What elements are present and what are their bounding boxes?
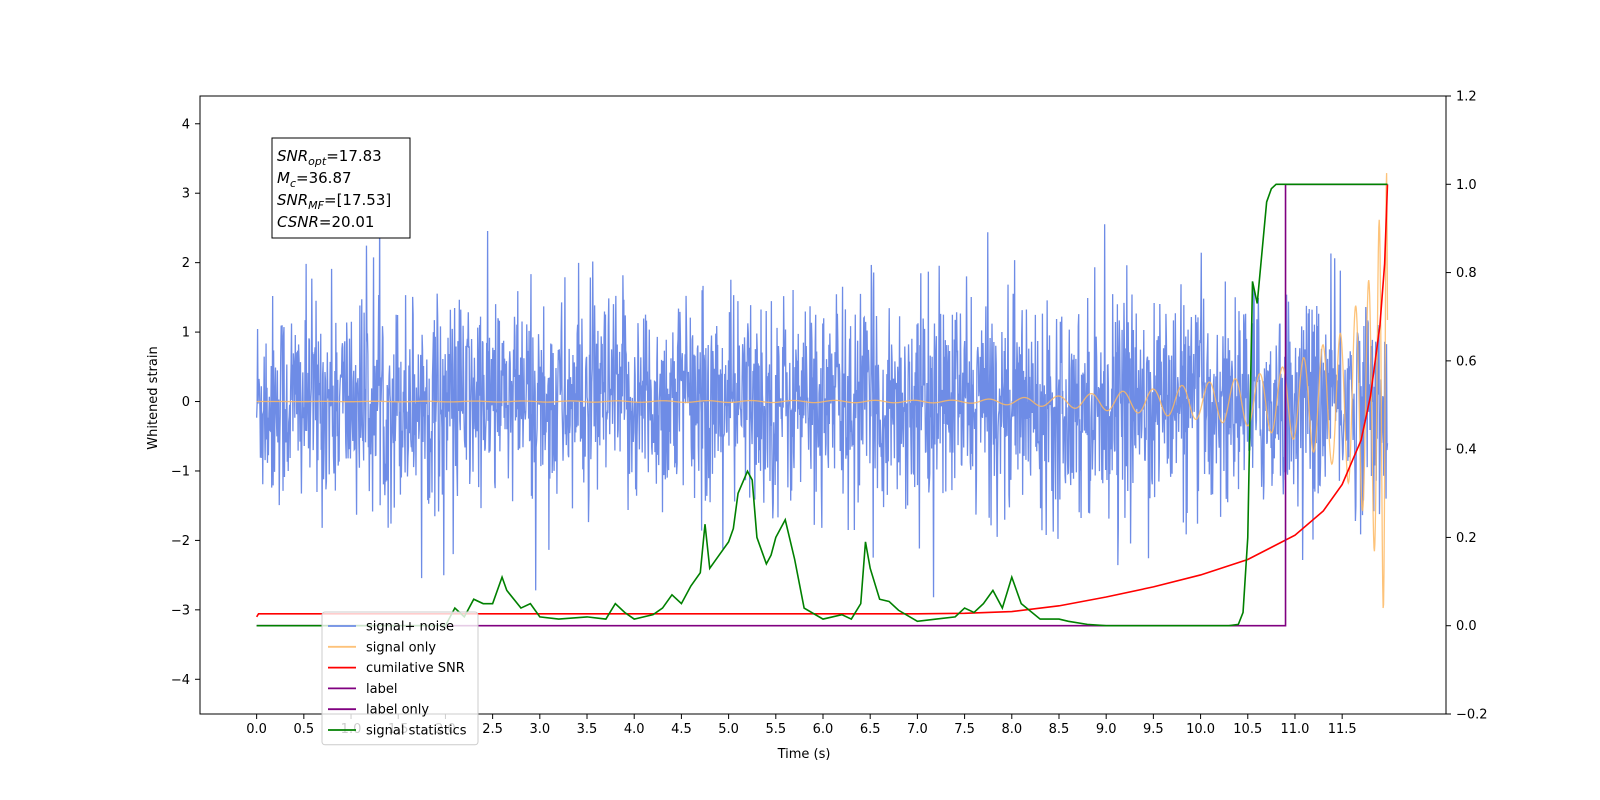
x-tick-label: 3.0 — [529, 722, 550, 737]
stat-subscript: c — [290, 177, 296, 190]
y2-tick-label: 1.2 — [1456, 90, 1477, 105]
x-tick-label: 8.5 — [1049, 722, 1070, 737]
stat-subscript: opt — [308, 155, 327, 168]
x-tick-label: 7.0 — [907, 722, 928, 737]
y-tick-label: 4 — [182, 117, 190, 132]
stat-symbol: SNR — [277, 191, 308, 209]
y-tick-label: −3 — [171, 603, 190, 618]
x-tick-label: 4.0 — [624, 722, 645, 737]
y-axis-left: −4 −3 −2 −1 0 1 2 3 4 — [171, 117, 200, 688]
stat-value: =[17.53] — [324, 191, 391, 209]
stat-value: =36.87 — [296, 169, 352, 187]
y-tick-label: −2 — [171, 534, 190, 549]
legend-label: signal+ noise — [366, 620, 454, 635]
series-line-signal-noise — [255, 203, 1389, 598]
stat-subscript: MF — [308, 199, 324, 212]
x-tick-label: 7.5 — [954, 722, 975, 737]
legend: signal+ noise signal only cumilative SNR la… — [321, 611, 479, 746]
y2-tick-label: 0.8 — [1456, 266, 1477, 281]
stat-value: =20.01 — [319, 213, 375, 231]
series-line-signal-statistics — [256, 183, 1388, 627]
x-tick-label: 6.0 — [813, 722, 834, 737]
y-tick-label: 1 — [182, 326, 190, 341]
stats-annotation-box: SNRopt=17.83Mc=36.87SNRMF=[17.53]CSNR=20… — [271, 137, 411, 239]
x-tick-label: 5.5 — [765, 722, 786, 737]
series-line-signal-only — [256, 173, 1389, 609]
x-axis-title: Time (s) — [777, 747, 831, 762]
x-tick-label: 10.0 — [1186, 722, 1215, 737]
stats-line: SNRMF=[17.53] — [277, 191, 391, 212]
y-tick-label: −1 — [171, 464, 190, 479]
series-line-cumilative-snr — [255, 184, 1389, 618]
y2-tick-label: 0.6 — [1456, 354, 1477, 369]
y-axis-right: −0.2 0.0 0.2 0.4 0.6 0.8 1.0 1.2 — [1446, 90, 1488, 723]
y-tick-label: −4 — [171, 673, 190, 688]
y-tick-label: 3 — [182, 187, 190, 202]
x-tick-label: 11.0 — [1280, 722, 1309, 737]
legend-label: signal only — [366, 640, 436, 655]
x-tick-label: 6.5 — [860, 722, 881, 737]
x-tick-label: 8.0 — [1001, 722, 1022, 737]
y2-tick-label: 1.0 — [1456, 178, 1477, 193]
x-tick-label: 4.5 — [671, 722, 692, 737]
stat-symbol: M — [277, 169, 290, 187]
series-layer — [255, 173, 1389, 627]
stats-box-frame — [271, 137, 411, 239]
y2-tick-label: 0.4 — [1456, 443, 1477, 458]
legend-frame — [321, 611, 479, 746]
stats-line: CSNR=20.01 — [277, 213, 374, 231]
y-axis-title: Whitened strain — [146, 346, 161, 449]
stat-symbol: SNR — [277, 147, 308, 165]
y2-tick-label: −0.2 — [1456, 708, 1488, 723]
x-tick-label: 11.5 — [1328, 722, 1357, 737]
stat-value: =17.83 — [326, 147, 382, 165]
stat-symbol: CSNR — [277, 213, 319, 231]
x-tick-label: 3.5 — [577, 722, 598, 737]
stats-line: Mc=36.87 — [277, 169, 352, 190]
y2-tick-label: 0.2 — [1456, 531, 1477, 546]
x-tick-label: 9.5 — [1143, 722, 1164, 737]
y2-tick-label: 0.0 — [1456, 619, 1477, 634]
x-tick-label: 0.0 — [246, 722, 267, 737]
legend-label: label only — [366, 703, 429, 718]
y-tick-label: 0 — [182, 395, 190, 410]
legend-label: cumilative SNR — [366, 661, 465, 676]
x-tick-label: 5.0 — [718, 722, 739, 737]
x-tick-label: 10.5 — [1233, 722, 1262, 737]
y-tick-label: 2 — [182, 256, 190, 271]
legend-label: signal statistics — [366, 724, 467, 739]
x-tick-label: 9.0 — [1096, 722, 1117, 737]
legend-label: label — [366, 682, 397, 697]
x-tick-label: 0.5 — [293, 722, 314, 737]
stats-line: SNRopt=17.83 — [277, 147, 382, 168]
x-tick-label: 2.5 — [482, 722, 503, 737]
